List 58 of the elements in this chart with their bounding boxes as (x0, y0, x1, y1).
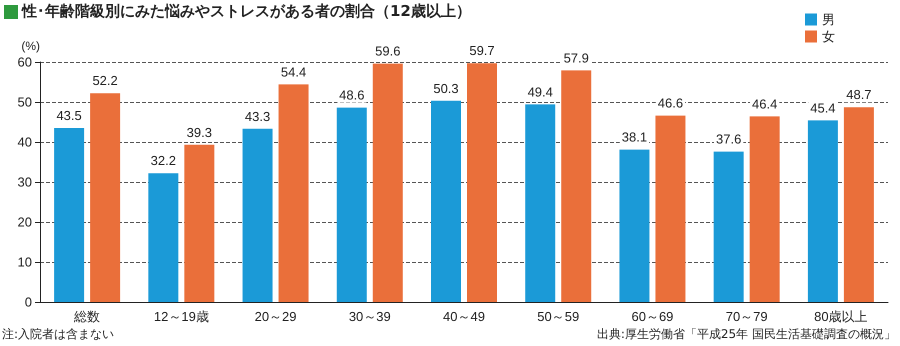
data-label: 39.3 (186, 124, 212, 140)
x-tick-label: 60～69 (631, 309, 674, 324)
data-label: 32.2 (150, 153, 176, 168)
data-label: 37.6 (716, 132, 742, 147)
bar (844, 107, 874, 302)
x-tick-label: 70～79 (726, 309, 768, 324)
data-label: 45.4 (810, 100, 836, 116)
data-label: 48.6 (339, 88, 364, 103)
data-label: 43.5 (56, 108, 82, 123)
y-tick-label: 10 (18, 254, 32, 270)
data-label: 46.4 (752, 96, 778, 112)
bar (525, 104, 556, 302)
x-tick-label: 40～49 (443, 309, 485, 324)
data-label: 43.3 (244, 108, 270, 124)
data-label: 54.4 (280, 64, 306, 80)
x-tick-label: 12～19歳 (154, 309, 209, 324)
bar (619, 150, 650, 302)
data-label: 48.7 (846, 87, 872, 102)
data-label: 52.2 (92, 73, 118, 88)
data-label: 59.7 (469, 43, 495, 58)
x-tick-label: 20～29 (254, 309, 297, 324)
bar (655, 116, 686, 302)
y-tick-label: 50 (18, 94, 32, 110)
text: 注:入院者は含まない (2, 326, 114, 343)
bar (372, 64, 403, 302)
x-tick-label: 30～39 (348, 309, 391, 324)
y-tick-label: 60 (18, 54, 32, 70)
bar (714, 152, 744, 302)
x-tick-label: 50～59 (537, 309, 580, 324)
data-label: 46.6 (658, 96, 684, 111)
bar (336, 108, 367, 302)
data-label: 50.3 (433, 80, 459, 96)
source-note: 出典:厚生労働省「平成25年 国民生活基礎調査の概況」 (596, 326, 896, 343)
x-tick-label: 総数 (73, 309, 100, 324)
y-tick-label: 30 (18, 174, 32, 190)
y-axis-title: (%) (21, 39, 40, 53)
bar (90, 93, 120, 302)
y-tick-label: 40 (18, 134, 32, 150)
legend-label: 女 (822, 29, 835, 44)
chart-title: 性･年齢階級別にみた悩みやストレスがある者の割合（12歳以上） (22, 2, 471, 21)
data-label: 38.1 (622, 130, 648, 145)
bar (278, 84, 309, 302)
y-tick-label: 20 (18, 214, 32, 230)
data-label: 57.9 (564, 50, 589, 66)
bar (184, 144, 214, 302)
data-label: 59.6 (375, 44, 400, 59)
y-tick-label: 0 (24, 294, 32, 310)
bar (750, 116, 780, 302)
bar (54, 128, 84, 302)
bar (431, 100, 461, 302)
bar (467, 63, 497, 302)
legend-label: 男 (822, 12, 835, 27)
bar (561, 70, 592, 302)
bar (242, 128, 273, 302)
bar (808, 120, 838, 302)
bar (148, 173, 178, 302)
x-tick-label: 80歳以上 (814, 309, 868, 324)
data-label: 49.4 (528, 84, 553, 100)
